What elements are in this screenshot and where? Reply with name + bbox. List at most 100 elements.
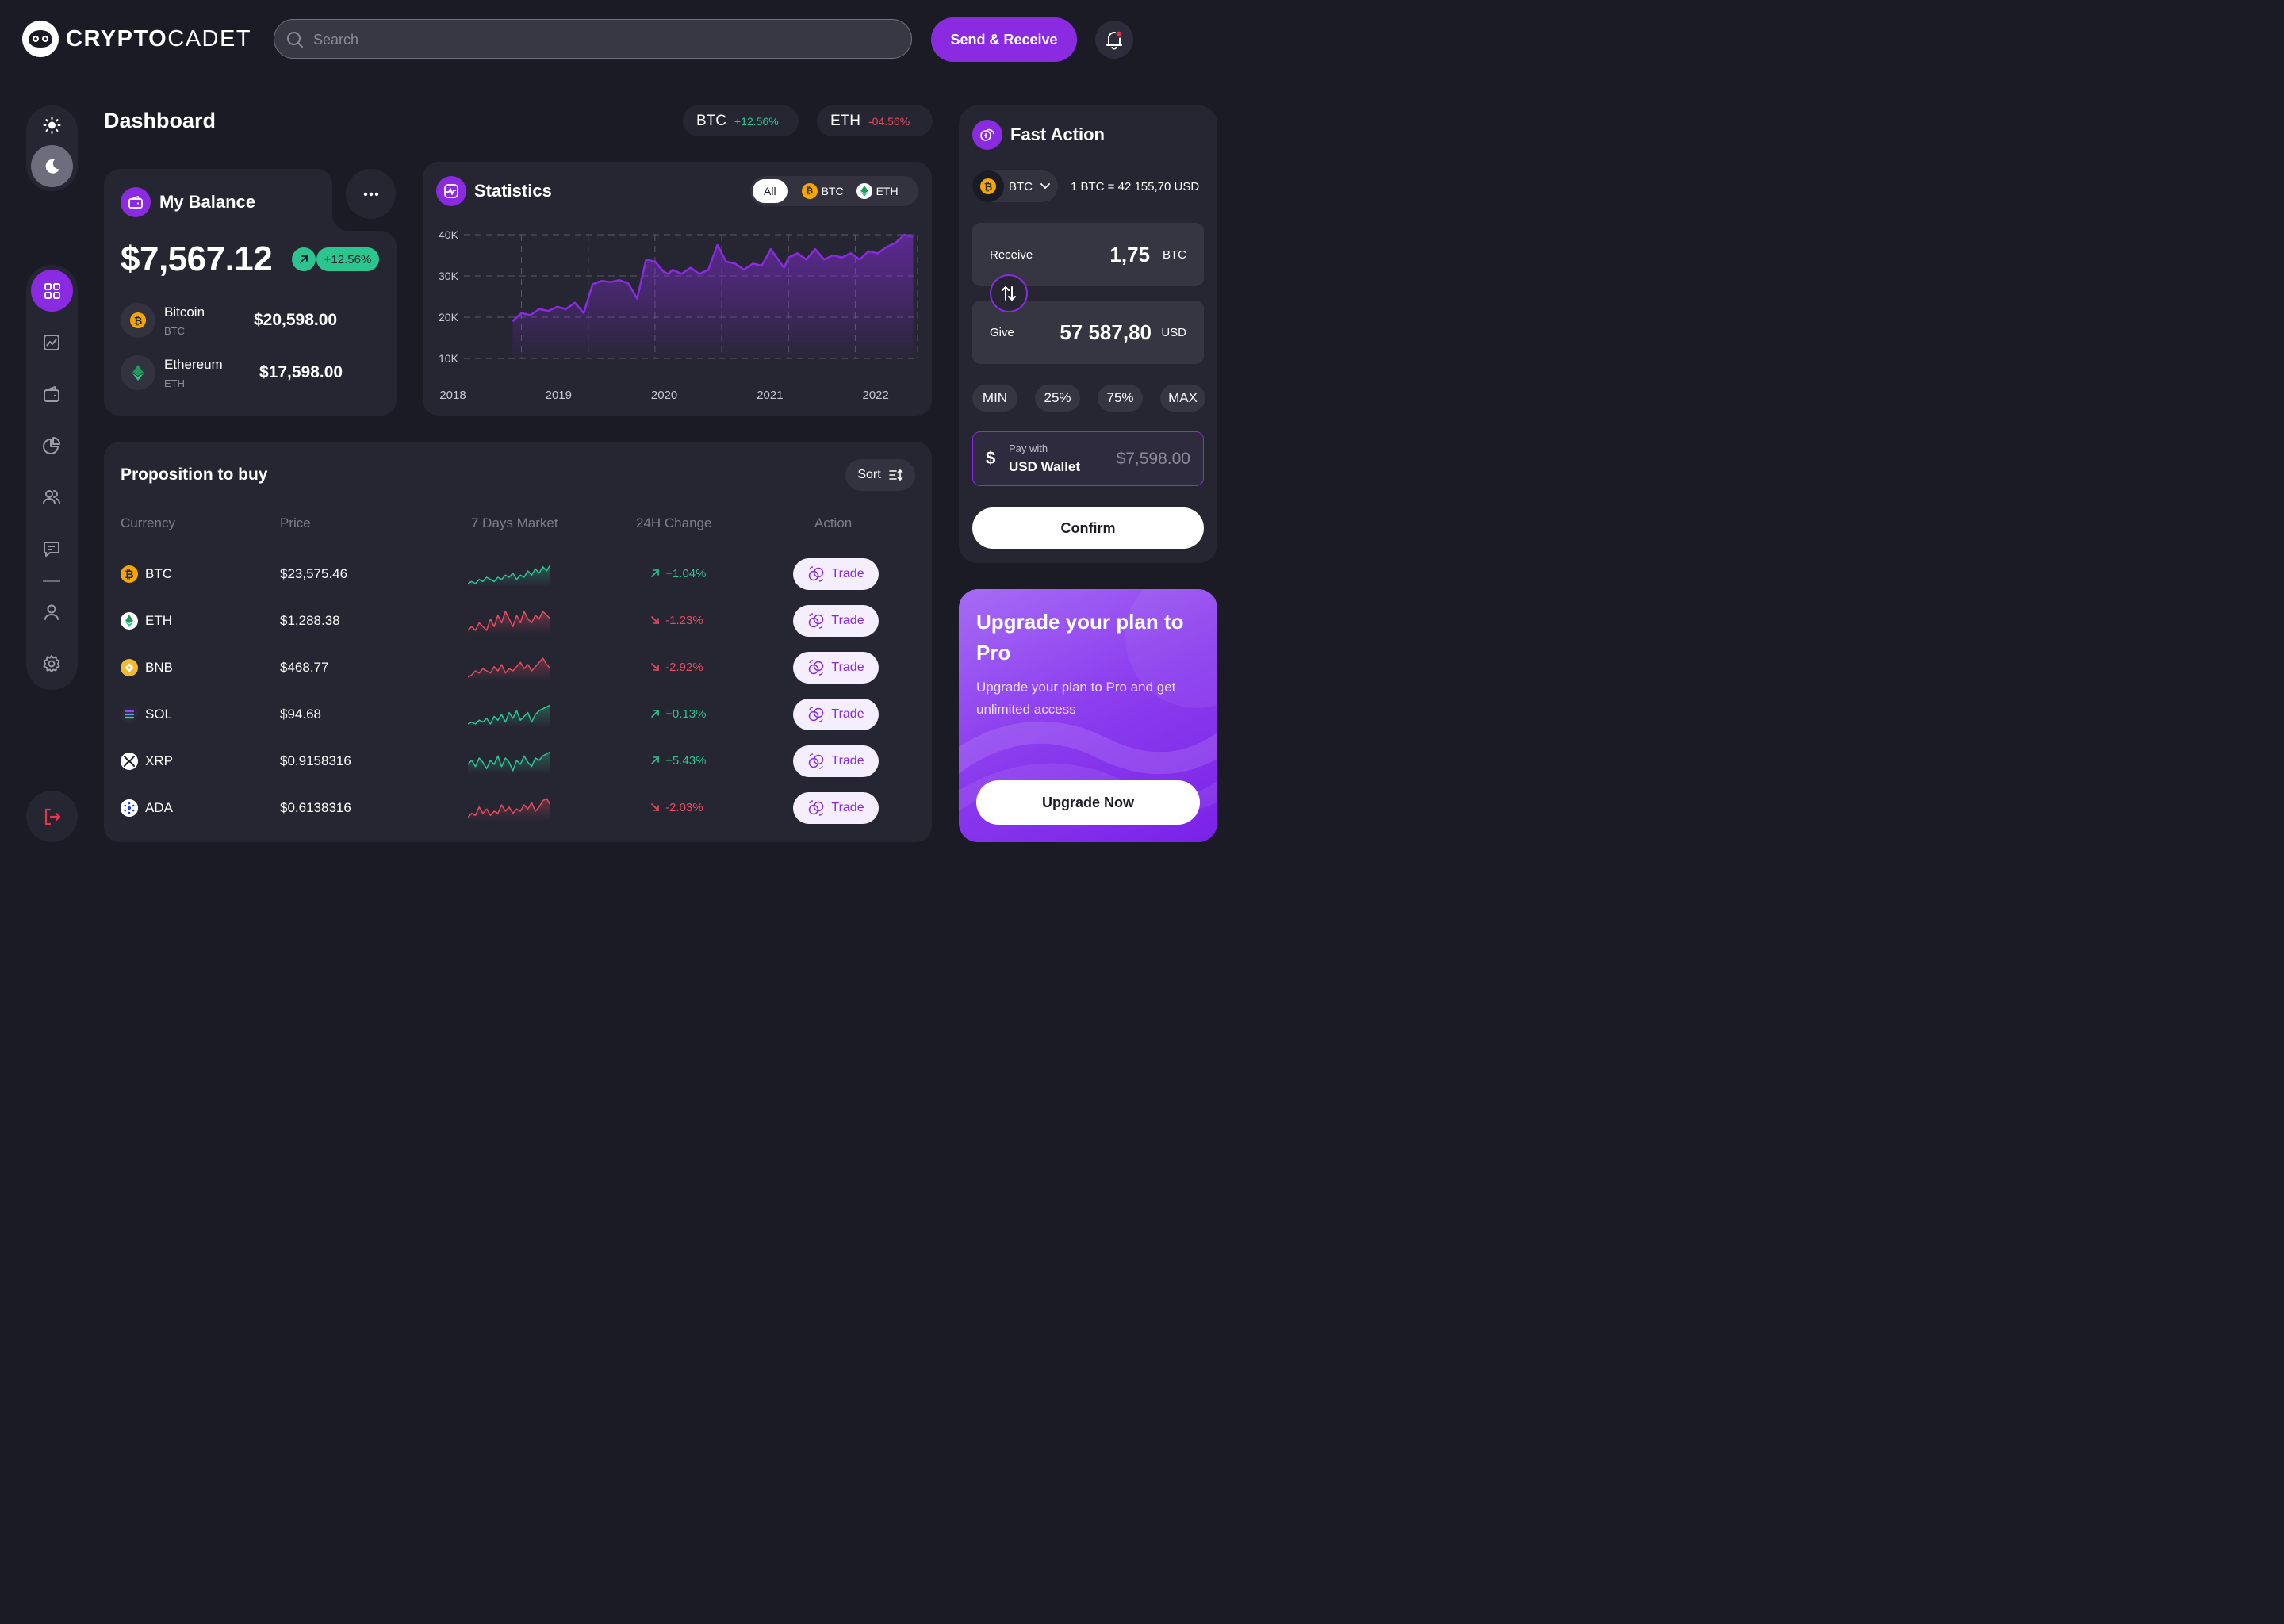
sun-icon <box>43 117 61 134</box>
row-change: -1.23% <box>650 614 703 627</box>
currency-select[interactable]: ₿ BTC <box>972 170 1058 202</box>
tab-eth[interactable]: ETH <box>856 183 899 199</box>
row-currency: BTC <box>145 566 172 581</box>
sidebar-item-analytics[interactable] <box>41 332 62 353</box>
row-sparkline <box>468 751 550 774</box>
row-price: $468.77 <box>280 660 329 675</box>
preset-min-button[interactable]: MIN <box>972 385 1017 412</box>
asset-value: $17,598.00 <box>259 363 343 381</box>
coin-icon-xrp <box>121 753 138 770</box>
sidebar-item-settings[interactable] <box>41 653 62 674</box>
asset-ethereum[interactable]: Ethereum ETH <box>164 357 223 389</box>
sidebar-item-profile[interactable] <box>41 602 62 622</box>
chevron-down-icon <box>1040 183 1050 190</box>
proposition-title: Proposition to buy <box>121 465 268 484</box>
balance-card <box>104 169 397 416</box>
y-tick-label: 30K <box>439 270 459 282</box>
row-price: $1,288.38 <box>280 613 340 628</box>
tab-all[interactable]: All <box>753 179 788 203</box>
row-currency: SOL <box>145 707 173 722</box>
send-receive-button[interactable]: Send & Receive <box>931 17 1077 62</box>
sidebar-item-users[interactable] <box>41 487 62 508</box>
row-change: +1.04% <box>650 567 706 580</box>
statistics-area <box>512 235 914 358</box>
receive-field[interactable]: Receive 1,75 BTC <box>972 223 1204 286</box>
upgrade-now-button[interactable]: Upgrade Now <box>976 780 1200 825</box>
row-currency: XRP <box>145 753 173 768</box>
sort-button[interactable]: Sort <box>845 459 915 491</box>
preset-75-button[interactable]: 75% <box>1098 385 1143 412</box>
trade-button[interactable]: Trade <box>793 792 879 824</box>
give-amount: 57 587,80 <box>1060 320 1152 344</box>
search-bar[interactable] <box>274 19 912 59</box>
give-field[interactable]: Give 57 587,80 USD <box>972 301 1204 364</box>
coin-exchange-icon <box>809 660 824 676</box>
row-sparkline <box>468 704 550 727</box>
balance-total: $7,567.12 <box>121 239 273 278</box>
y-tick-label: 40K <box>439 228 459 241</box>
app-logo[interactable]: CRYPTOCADET <box>22 21 251 57</box>
sidebar-nav <box>26 265 78 690</box>
row-change: +5.43% <box>650 754 706 768</box>
bitcoin-icon: ₿ <box>121 303 155 338</box>
pay-with-field[interactable]: $ Pay with USD Wallet $7,598.00 <box>972 431 1204 486</box>
ticker-eth[interactable]: ETH -04.56% <box>817 105 933 136</box>
coin-exchange-icon <box>809 566 824 582</box>
proposition-card <box>104 442 932 842</box>
coin-icon-ada <box>121 799 138 817</box>
swap-button[interactable] <box>990 274 1028 312</box>
x-tick-label: 2022 <box>863 389 889 402</box>
confirm-button[interactable]: Confirm <box>972 508 1204 549</box>
coin-icon-bnb <box>121 659 138 676</box>
upgrade-title: Upgrade your plan to Pro <box>976 610 1184 665</box>
column-action: Action <box>814 515 853 530</box>
wallet-icon <box>121 187 151 217</box>
trade-button[interactable]: Trade <box>793 745 879 777</box>
trade-button[interactable]: Trade <box>793 699 879 730</box>
ticker-btc[interactable]: BTC +12.56% <box>683 105 799 136</box>
coin-exchange-icon <box>809 613 824 629</box>
preset-max-button[interactable]: MAX <box>1160 385 1205 412</box>
row-sparkline <box>468 564 550 587</box>
x-tick-label: 2020 <box>651 389 677 402</box>
ethereum-icon <box>856 183 872 199</box>
notifications-button[interactable] <box>1095 21 1133 59</box>
ticker-symbol: BTC <box>696 112 726 129</box>
balance-more-button[interactable] <box>346 169 396 219</box>
receive-amount: 1,75 <box>1109 243 1150 266</box>
coin-icon-eth <box>121 612 138 630</box>
swap-arrows-icon <box>1002 286 1016 301</box>
asset-bitcoin[interactable]: Bitcoin BTC <box>164 304 205 337</box>
trade-button[interactable]: Trade <box>793 605 879 637</box>
ticker-symbol: ETH <box>830 112 860 129</box>
arrow-up-right-icon <box>292 247 316 271</box>
row-currency: ADA <box>145 800 173 815</box>
app-wordmark: CRYPTOCADET <box>66 25 252 52</box>
balance-title: My Balance <box>159 192 256 212</box>
row-sparkline <box>468 798 550 821</box>
light-mode-button[interactable] <box>36 114 68 147</box>
x-tick-label: 2019 <box>546 389 572 402</box>
coin-exchange-icon <box>809 707 824 722</box>
logout-icon <box>44 808 60 825</box>
row-change: -2.03% <box>650 801 703 814</box>
sidebar-item-portfolio[interactable] <box>41 435 62 456</box>
sidebar-item-messages[interactable] <box>41 538 62 559</box>
ticker-change: -04.56% <box>868 114 910 128</box>
bitcoin-icon: ₿ <box>972 170 1004 202</box>
top-bar <box>0 0 1244 79</box>
row-price: $94.68 <box>280 707 321 722</box>
bell-icon <box>1106 30 1123 50</box>
preset-25-button[interactable]: 25% <box>1035 385 1080 412</box>
sidebar-item-dashboard[interactable] <box>31 270 73 312</box>
sidebar-item-wallet[interactable] <box>41 384 62 404</box>
tab-btc[interactable]: ₿ BTC <box>801 183 844 199</box>
logout-button[interactable] <box>26 791 78 842</box>
search-input[interactable] <box>312 20 902 59</box>
x-tick-label: 2021 <box>757 389 783 402</box>
dark-mode-button[interactable] <box>31 145 73 187</box>
dollar-icon: $ <box>986 448 996 468</box>
statistics-line <box>512 233 914 323</box>
trade-button[interactable]: Trade <box>793 652 879 684</box>
trade-button[interactable]: Trade <box>793 558 879 590</box>
